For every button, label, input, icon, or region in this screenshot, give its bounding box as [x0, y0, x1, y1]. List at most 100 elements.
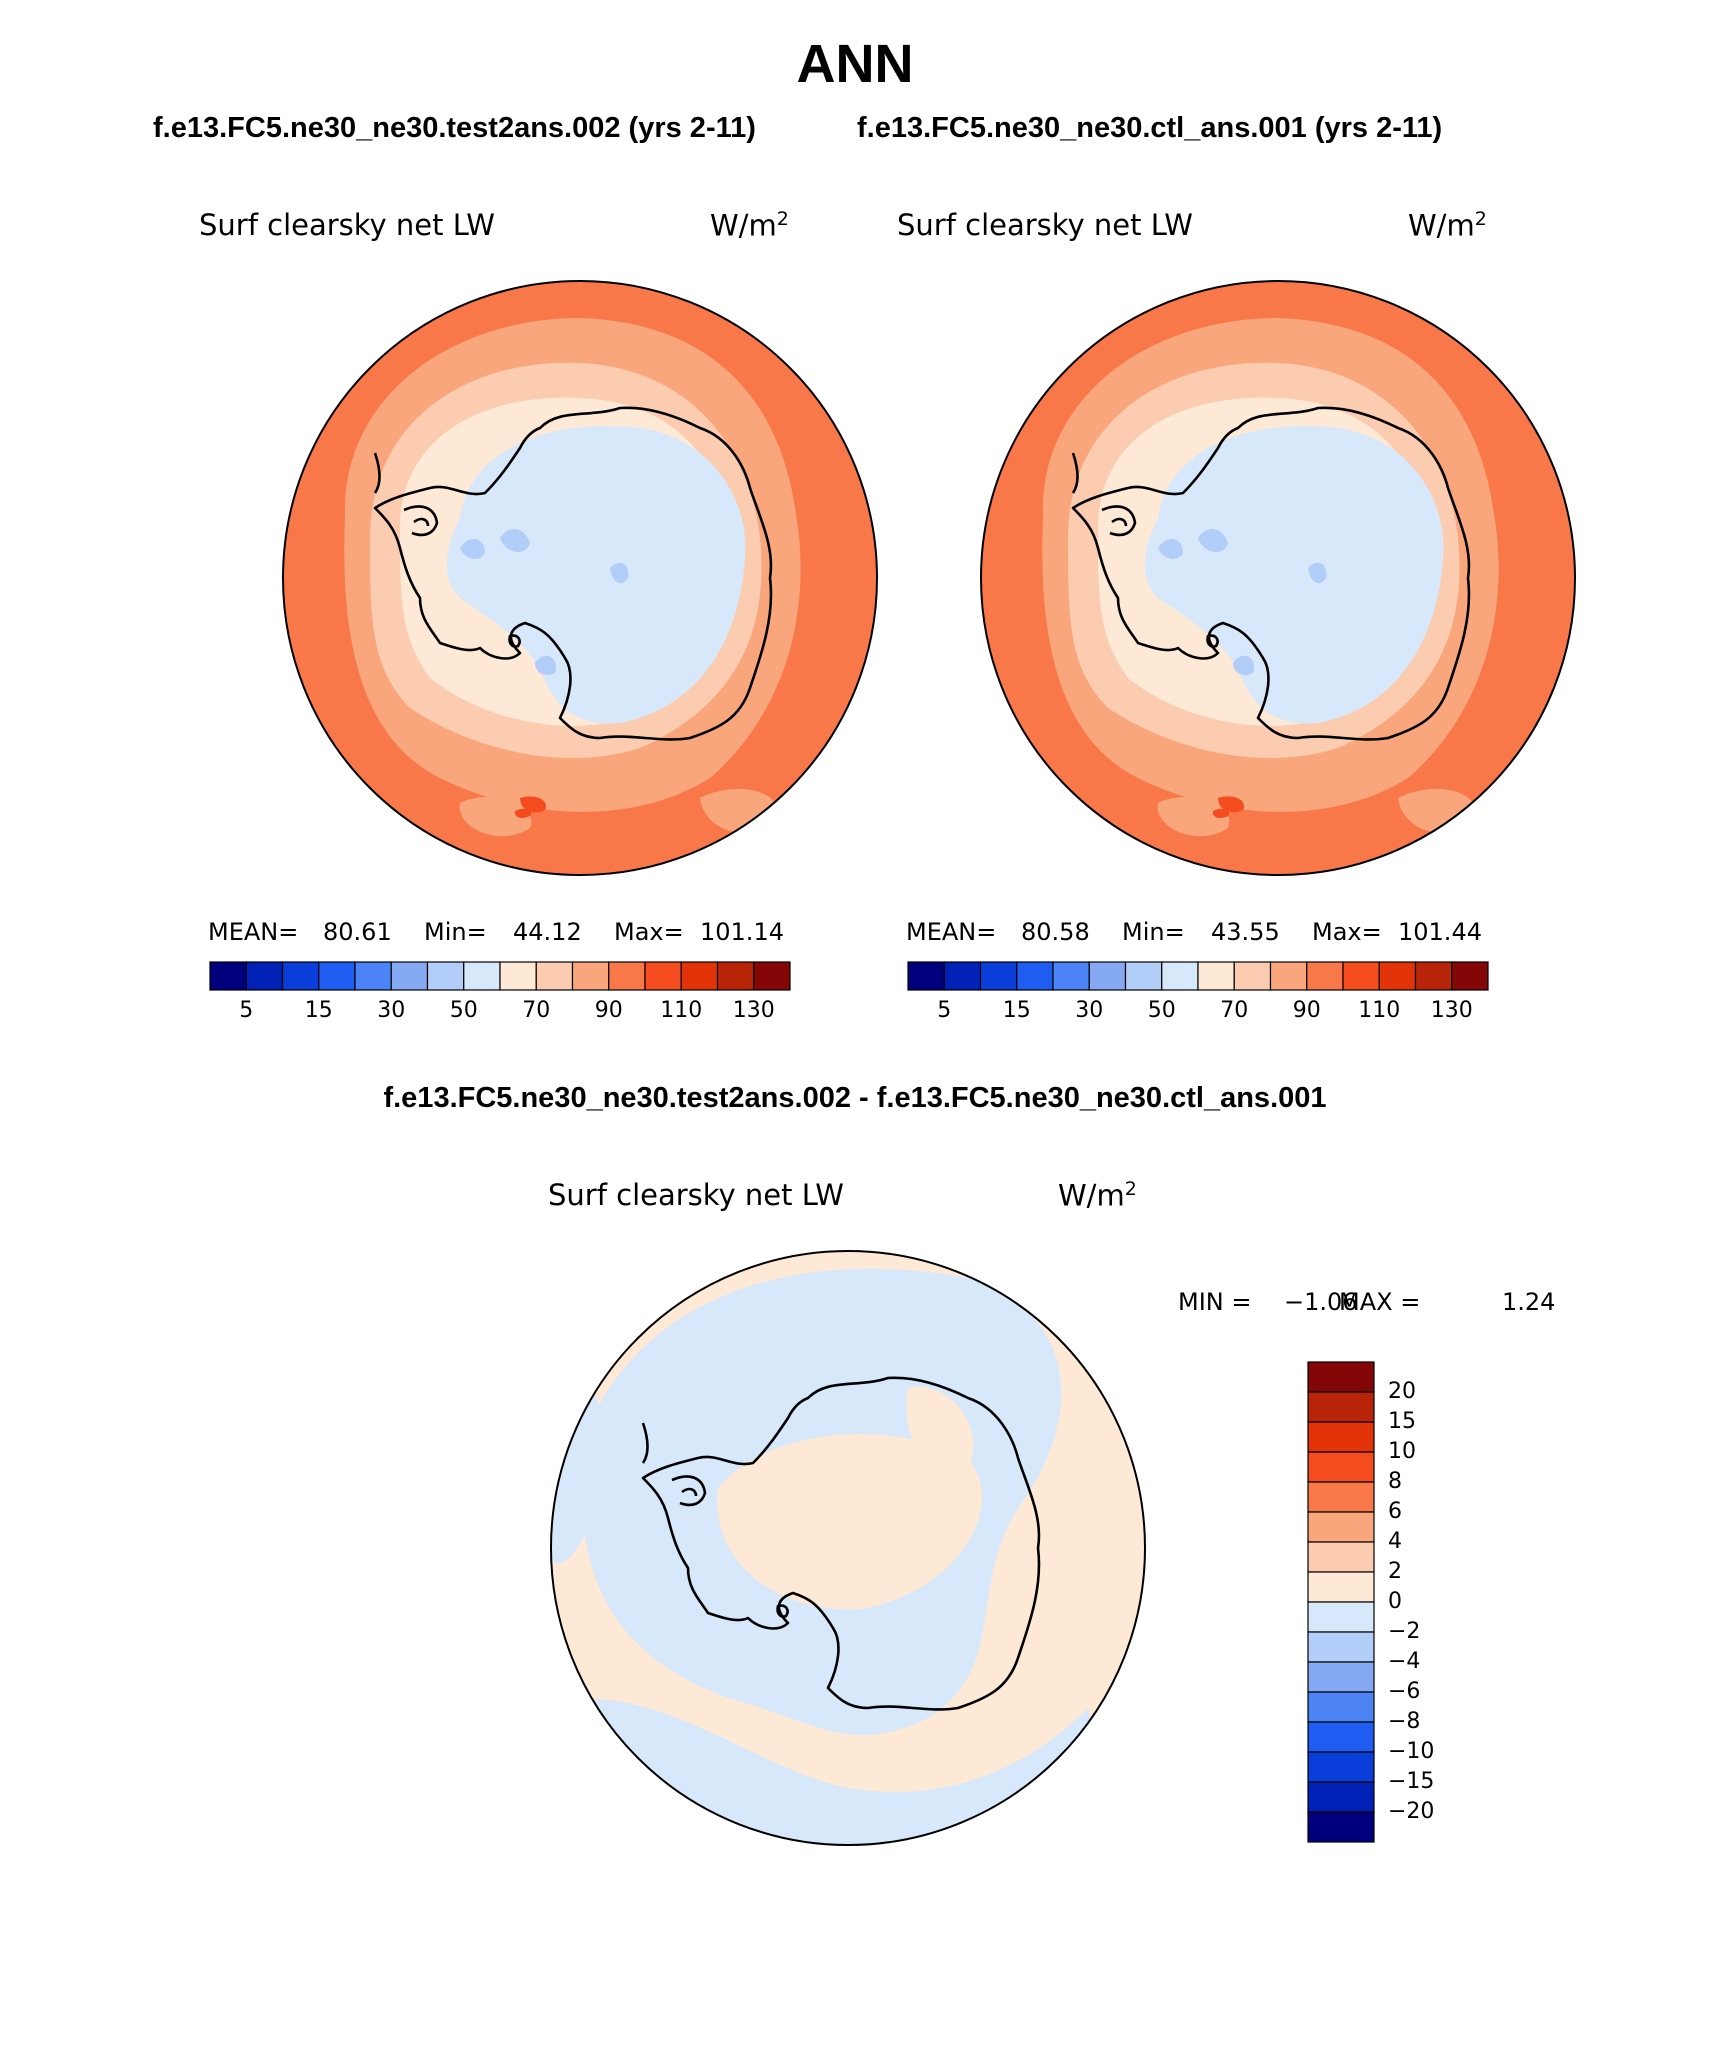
colorbar-swatch — [1307, 1751, 1375, 1783]
control-case-title: f.e13.FC5.ne30_ne30.ctl_ans.001 (yrs 2-1… — [857, 112, 1443, 144]
colorbar-tick-label: 8 — [1388, 1469, 1402, 1494]
colorbar-swatch — [1307, 1721, 1375, 1753]
colorbar-swatch — [907, 961, 945, 991]
colorbar-tick-label: 90 — [594, 998, 623, 1023]
colorbar-swatch — [354, 961, 392, 991]
colorbar-tick-label: −2 — [1388, 1619, 1421, 1644]
colorbar-tick-label: 50 — [1147, 998, 1176, 1023]
colorbar-tick-label: 110 — [660, 998, 703, 1023]
colorbar-tick-label: 5 — [937, 998, 952, 1023]
difference-min-value: −1.06 — [1284, 1288, 1358, 1316]
test-map — [282, 280, 878, 876]
control-colorbar — [907, 961, 1489, 991]
colorbar-tick-label: 130 — [732, 998, 775, 1023]
colorbar-tick-label: 15 — [304, 998, 333, 1023]
colorbar-tick-label: 6 — [1388, 1499, 1402, 1524]
colorbar-swatch — [1233, 961, 1272, 991]
test-min-value: 44.12 — [513, 918, 582, 946]
colorbar-tick-label: −15 — [1388, 1769, 1435, 1794]
colorbar-swatch — [499, 961, 537, 991]
difference-max-value: 1.24 — [1502, 1288, 1556, 1316]
colorbar-tick-label: 30 — [377, 998, 406, 1023]
colorbar-swatch — [1414, 961, 1453, 991]
difference-colorbar — [1307, 1361, 1375, 1843]
colorbar-tick-label: 4 — [1388, 1529, 1402, 1554]
colorbar-swatch — [1307, 1361, 1375, 1393]
colorbar-tick-label: −8 — [1388, 1709, 1421, 1734]
test-variable-label: Surf clearsky net LW — [199, 208, 495, 242]
colorbar-swatch — [1307, 1541, 1375, 1573]
colorbar-tick-label: 50 — [449, 998, 478, 1023]
difference-map — [550, 1250, 1146, 1846]
colorbar-swatch — [1307, 1661, 1375, 1693]
colorbar-swatch — [1307, 1481, 1375, 1513]
colorbar-swatch — [1307, 1451, 1375, 1483]
colorbar-swatch — [1307, 1631, 1375, 1663]
colorbar-swatch — [463, 961, 501, 991]
test-max-label: Max= — [614, 918, 684, 946]
colorbar-swatch — [1016, 961, 1054, 991]
test-case-title: f.e13.FC5.ne30_ne30.test2ans.002 (yrs 2-… — [153, 112, 756, 144]
test-units-label: W/m2 — [710, 208, 789, 243]
colorbar-swatch — [753, 961, 791, 991]
colorbar-swatch — [1342, 961, 1380, 991]
difference-title: f.e13.FC5.ne30_ne30.test2ans.002 - f.e13… — [383, 1082, 1327, 1114]
test-colorbar — [209, 961, 791, 991]
colorbar-tick-label: 5 — [239, 998, 254, 1023]
colorbar-tick-label: −4 — [1388, 1649, 1421, 1674]
colorbar-tick-label: 70 — [522, 998, 551, 1023]
colorbar-swatch — [1451, 961, 1489, 991]
control-map — [980, 280, 1576, 876]
control-variable-label: Surf clearsky net LW — [897, 208, 1193, 242]
difference-max-label: MAX = — [1339, 1288, 1421, 1316]
main-title: ANN — [796, 34, 914, 94]
colorbar-swatch — [390, 961, 429, 991]
difference-min-label: MIN = — [1178, 1288, 1252, 1316]
colorbar-swatch — [608, 961, 646, 991]
test-max-value: 101.14 — [700, 918, 784, 946]
colorbar-tick-label: 70 — [1220, 998, 1249, 1023]
colorbar-swatch — [535, 961, 574, 991]
colorbar-tick-label: 110 — [1358, 998, 1401, 1023]
colorbar-swatch — [644, 961, 682, 991]
control-units-label: W/m2 — [1408, 208, 1487, 243]
test-mean-label: MEAN= — [208, 918, 299, 946]
colorbar-swatch — [571, 961, 610, 991]
colorbar-swatch — [1307, 1781, 1375, 1813]
colorbar-tick-label: 15 — [1388, 1409, 1416, 1434]
colorbar-tick-label: 0 — [1388, 1589, 1402, 1614]
control-mean-label: MEAN= — [906, 918, 997, 946]
colorbar-swatch — [245, 961, 284, 991]
control-min-value: 43.55 — [1211, 918, 1280, 946]
colorbar-swatch — [1124, 961, 1163, 991]
control-mean-value: 80.58 — [1021, 918, 1090, 946]
colorbar-swatch — [1307, 1391, 1375, 1423]
colorbar-tick-label: −6 — [1388, 1679, 1421, 1704]
colorbar-swatch — [979, 961, 1018, 991]
colorbar-swatch — [1161, 961, 1199, 991]
colorbar-swatch — [1378, 961, 1417, 991]
colorbar-swatch — [209, 961, 247, 991]
colorbar-swatch — [1269, 961, 1308, 991]
colorbar-swatch — [1088, 961, 1127, 991]
test-mean-value: 80.61 — [323, 918, 392, 946]
colorbar-swatch — [1307, 1571, 1375, 1603]
colorbar-swatch — [943, 961, 982, 991]
control-max-label: Max= — [1312, 918, 1382, 946]
colorbar-swatch — [281, 961, 320, 991]
colorbar-swatch — [1307, 1691, 1375, 1723]
difference-units-label: W/m2 — [1058, 1178, 1137, 1213]
control-max-value: 101.44 — [1398, 918, 1482, 946]
colorbar-tick-label: 130 — [1430, 998, 1473, 1023]
colorbar-tick-label: −20 — [1388, 1799, 1435, 1824]
colorbar-tick-label: −10 — [1388, 1739, 1435, 1764]
colorbar-tick-label: 15 — [1002, 998, 1031, 1023]
colorbar-tick-label: 10 — [1388, 1439, 1416, 1464]
colorbar-swatch — [318, 961, 356, 991]
colorbar-tick-label: 20 — [1388, 1379, 1416, 1404]
colorbar-swatch — [1052, 961, 1090, 991]
colorbar-swatch — [1306, 961, 1344, 991]
colorbar-swatch — [1307, 1421, 1375, 1453]
colorbar-swatch — [1197, 961, 1235, 991]
